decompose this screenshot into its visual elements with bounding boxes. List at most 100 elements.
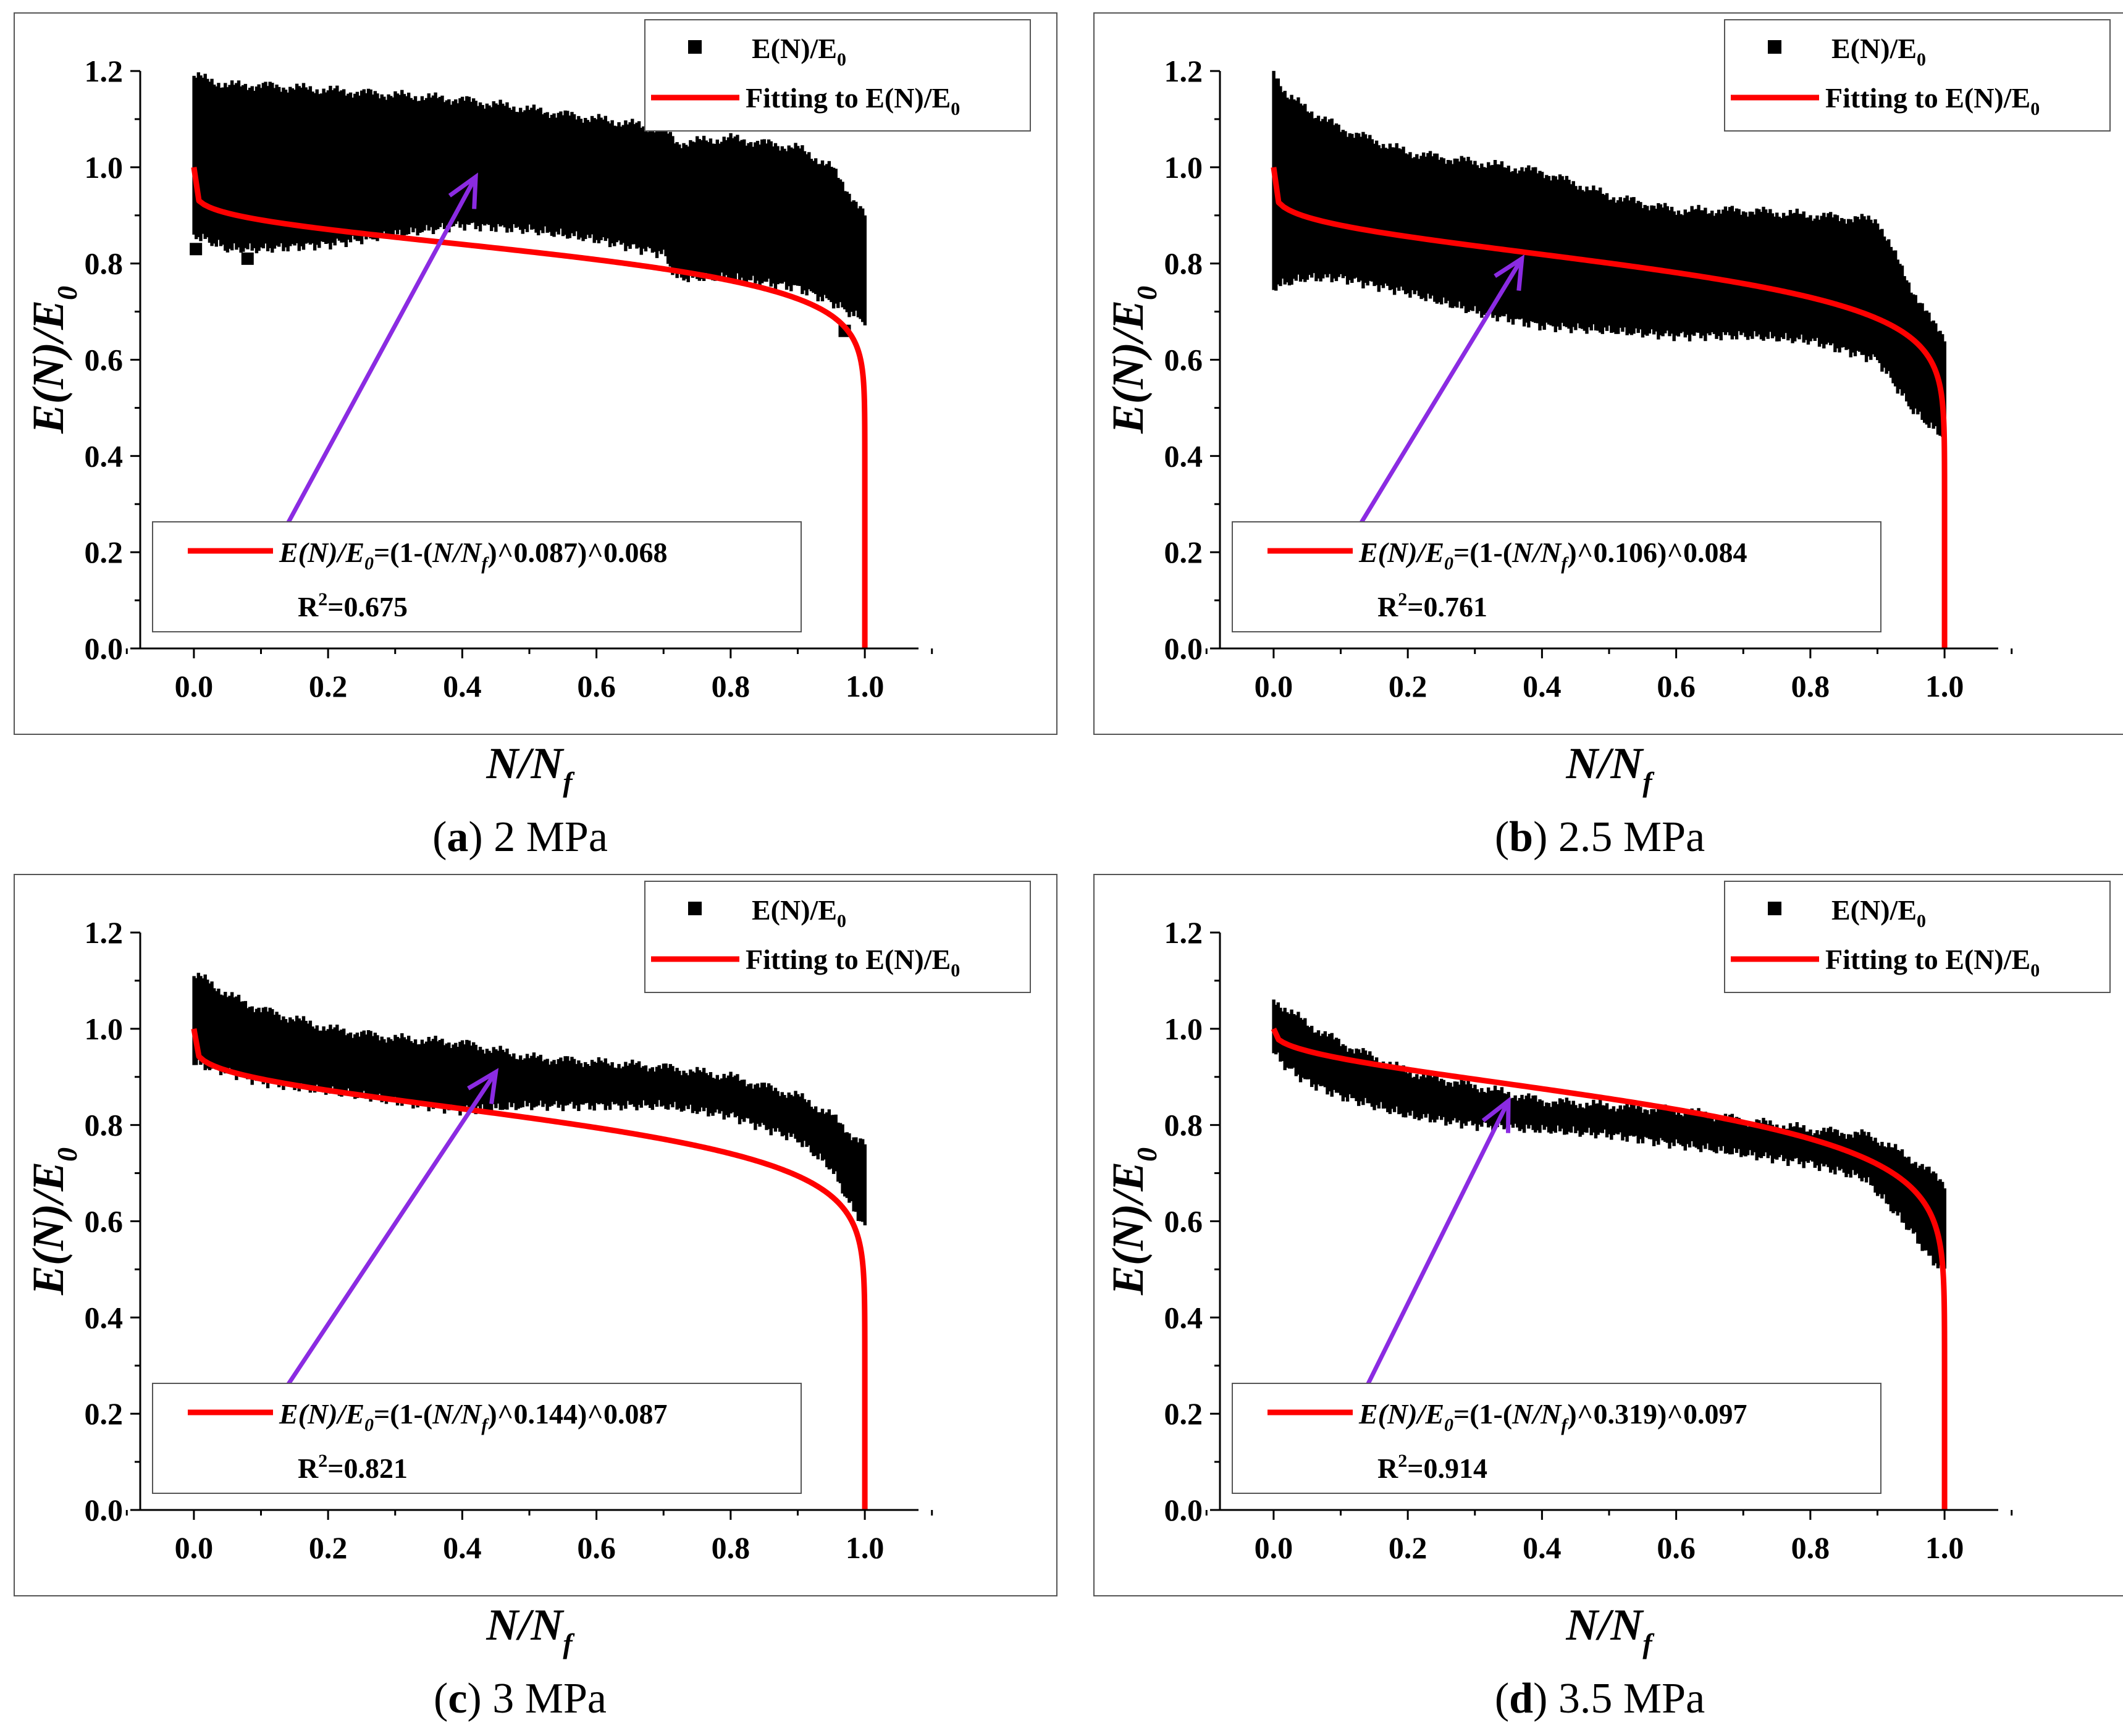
- data-point-column: [1715, 213, 1718, 339]
- data-point-column: [722, 136, 726, 279]
- data-point-column: [1705, 214, 1710, 333]
- data-point-column: [192, 75, 196, 235]
- data-point-column: [1600, 1105, 1605, 1133]
- data-point-column: [422, 1043, 426, 1105]
- data-point-column: [660, 1068, 663, 1107]
- data-point-column: [1701, 210, 1705, 336]
- chart-a-svg: 0.0 0.2 0.4 0.6 0.8 1.0 0.0 0.2 0.4 0.6 0.8 1.0 1.2 N…: [14, 12, 1057, 861]
- data-point-column: [1806, 217, 1810, 345]
- data-point-column: [1361, 132, 1365, 289]
- figure-frame: [1093, 874, 2123, 1596]
- data-point-column: [353, 1034, 357, 1099]
- data-point-column: [1556, 1104, 1560, 1126]
- data-point-column: [440, 95, 444, 224]
- data-point-column: [1524, 167, 1528, 323]
- data-point-column: [326, 1029, 330, 1091]
- data-point-column: [268, 82, 272, 248]
- data-point-column: [664, 1063, 668, 1109]
- data-point-column: [1641, 208, 1645, 338]
- data-point-column: [478, 1047, 482, 1110]
- data-point-column: [1455, 158, 1459, 308]
- data-point-column: [1599, 1099, 1602, 1133]
- legend-label-data-sub: 0: [1917, 49, 1926, 70]
- data-point-column: [1755, 208, 1759, 337]
- data-point-column: [639, 1067, 643, 1108]
- data-point-column: [707, 1075, 710, 1117]
- data-point-column: [1629, 1104, 1634, 1136]
- legend-box: [1724, 19, 2111, 132]
- data-point-column: [812, 161, 815, 293]
- data-point-column: [1350, 1049, 1354, 1099]
- data-point-column: [507, 1054, 511, 1103]
- data-point-column: [1424, 156, 1428, 301]
- data-point-column: [1341, 130, 1345, 279]
- data-point-column: [633, 1064, 637, 1107]
- data-point-column: [619, 1068, 623, 1111]
- data-point-column: [1578, 1104, 1582, 1137]
- data-point-column: [1623, 1105, 1627, 1137]
- annotation-arrow: [1365, 1100, 1511, 1386]
- data-point-column: [1862, 1131, 1866, 1178]
- data-point-column: [395, 1037, 400, 1106]
- data-point-column: [1310, 111, 1314, 278]
- legend-label-fit: Fitting to E(N)/E0: [1825, 82, 2040, 119]
- data-point-column: [532, 104, 536, 229]
- data-point-column: [863, 215, 867, 325]
- data-point-column: [639, 127, 643, 255]
- data-point-column: [1388, 143, 1392, 290]
- data-point-column: [1795, 208, 1799, 338]
- data-point-column: [1864, 219, 1869, 363]
- data-point-column: [631, 119, 634, 245]
- data-point-column: [1824, 1131, 1828, 1165]
- data-point-column: [653, 1071, 657, 1104]
- y-axis-title-main: E(N)/E: [23, 300, 73, 434]
- data-point-column: [749, 142, 753, 280]
- x-tick-label: 0.0: [1255, 669, 1293, 703]
- data-point-column: [481, 1049, 484, 1105]
- data-point-column: [358, 95, 361, 241]
- data-point-column: [1457, 161, 1461, 302]
- data-point-column: [286, 92, 290, 252]
- data-point-column: [696, 1067, 699, 1114]
- data-point-column: [713, 1078, 717, 1113]
- data-point-column: [686, 1075, 690, 1109]
- x-tick-label: 0.4: [443, 669, 482, 703]
- fit-curve: [191, 1028, 868, 1510]
- data-point-column: [650, 1067, 655, 1110]
- legend-label-fit: Fitting to E(N)/E0: [1825, 944, 2040, 981]
- data-point-column: [1574, 1105, 1578, 1133]
- data-point-column: [1701, 1113, 1705, 1146]
- data-point-column: [1283, 1007, 1287, 1070]
- panel-caption: (c) 3 MPa: [434, 1675, 607, 1722]
- data-point-column: [447, 99, 451, 233]
- data-point-column: [740, 140, 744, 278]
- data-point-column: [1462, 157, 1466, 306]
- data-point-column: [675, 1068, 679, 1110]
- data-point-column: [704, 140, 708, 274]
- data-point-column: [1799, 214, 1804, 335]
- data-point-column: [1280, 1011, 1285, 1062]
- data-point-column: [1775, 1124, 1779, 1160]
- data-point-column: [644, 1065, 648, 1106]
- data-point-column: [1697, 1108, 1701, 1149]
- data-point-column: [1446, 1082, 1450, 1122]
- data-point-column: [780, 1092, 784, 1136]
- data-point-column: [422, 100, 426, 231]
- y-tick-label: 0.0: [85, 631, 124, 666]
- data-point-column: [1797, 214, 1801, 340]
- x-tick-label: 0.4: [1523, 1530, 1562, 1565]
- data-point-column: [235, 996, 238, 1080]
- data-point-column: [476, 1050, 480, 1107]
- data-point-column: [1292, 1013, 1296, 1068]
- data-point-column: [644, 125, 648, 252]
- x-tick-label: 0.4: [1523, 669, 1562, 703]
- data-point-column: [1312, 1033, 1316, 1084]
- y-axis-title-sub: 0: [1131, 286, 1162, 300]
- data-point-column: [1511, 1097, 1515, 1128]
- equation-rhs: )^0.319)^0.097: [1567, 1398, 1747, 1430]
- equation-legend: E(N)/E0=(1-(N/Nf)^0.319)^0.097 R2=0.914: [1232, 1383, 1881, 1494]
- data-point-column: [1938, 1179, 1942, 1265]
- data-point-column: [1480, 163, 1484, 318]
- data-point-column: [1513, 168, 1517, 319]
